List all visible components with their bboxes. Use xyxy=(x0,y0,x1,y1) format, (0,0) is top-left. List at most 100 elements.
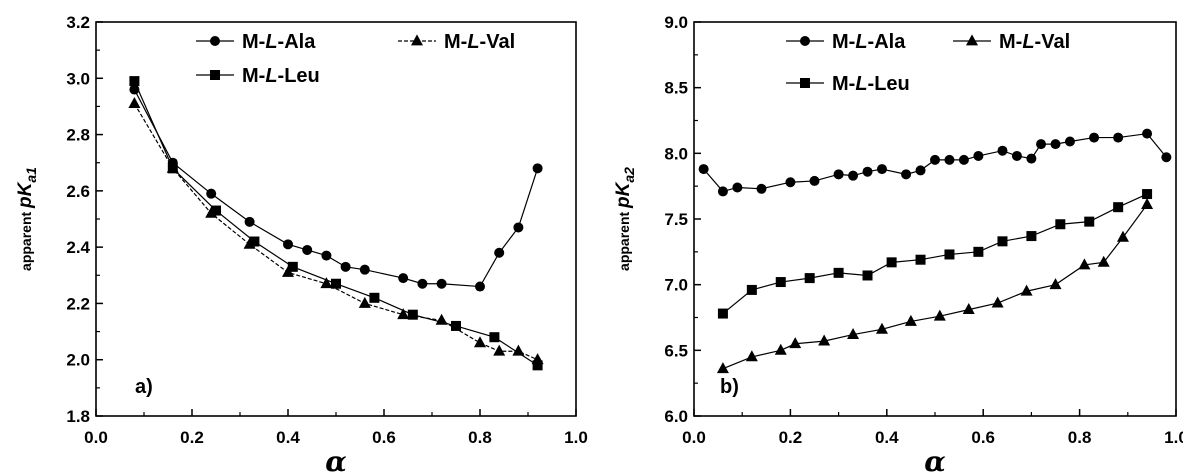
data-point xyxy=(944,249,955,260)
data-point xyxy=(494,247,505,258)
legend-marker xyxy=(800,78,810,88)
data-point xyxy=(716,362,729,374)
data-point xyxy=(167,163,178,174)
x-tick-label: 0.4 xyxy=(276,428,300,447)
data-point xyxy=(436,278,447,289)
x-tick-label: 0.8 xyxy=(1068,428,1092,447)
data-point xyxy=(717,186,728,197)
legend-entry: M-L-Val xyxy=(953,31,1070,53)
x-axis-label: α xyxy=(325,445,347,475)
data-point xyxy=(532,163,543,174)
data-point xyxy=(287,261,298,272)
legend-marker xyxy=(210,70,220,80)
chart-panel-b: 0.0 0.2 0.4 0.6 0.8 1.0 6.0 6.5 7.0 7.5 8.0 8.5 9.0 α… xyxy=(613,13,1183,475)
data-point xyxy=(847,327,860,339)
series-val xyxy=(128,97,544,365)
data-point xyxy=(944,154,955,165)
data-point xyxy=(698,164,709,175)
data-point xyxy=(397,308,410,320)
series-val xyxy=(716,197,1154,374)
data-point xyxy=(1084,216,1095,227)
y-tick-label: 1.8 xyxy=(66,407,90,426)
plot-frame xyxy=(95,21,577,417)
series-line xyxy=(722,204,1148,370)
legend-entry: M-L-Leu xyxy=(196,65,320,87)
data-point xyxy=(1026,231,1037,242)
legend-label: M-L-Val xyxy=(444,31,515,53)
data-point xyxy=(359,264,370,275)
data-point xyxy=(915,254,926,265)
y-tick-label: 2.8 xyxy=(66,126,90,145)
data-point xyxy=(997,236,1008,247)
data-point xyxy=(933,309,946,321)
data-point xyxy=(915,165,926,176)
data-point xyxy=(785,177,796,188)
data-point xyxy=(997,145,1008,156)
series-leu xyxy=(717,189,1153,319)
data-point xyxy=(1113,202,1124,213)
x-tick-label: 0.0 xyxy=(682,428,706,447)
data-point xyxy=(904,314,917,326)
series-ala xyxy=(129,84,543,292)
y-tick-label: 2.4 xyxy=(66,238,90,257)
data-point xyxy=(1050,139,1061,150)
y-tick-label: 3.2 xyxy=(66,13,90,32)
data-point xyxy=(901,169,912,180)
data-point xyxy=(244,216,255,227)
legend-marker xyxy=(800,36,810,46)
data-point xyxy=(451,320,461,331)
data-point xyxy=(789,337,802,349)
x-tick-label: 0.6 xyxy=(372,428,396,447)
data-point xyxy=(512,344,525,356)
y-tick-label: 8.5 xyxy=(664,79,688,98)
data-point xyxy=(249,236,260,247)
series-ala xyxy=(698,128,1172,197)
y-tick-label: 8.0 xyxy=(664,144,688,163)
data-point xyxy=(886,257,897,268)
y-axis-label: apparent pKa2 xyxy=(613,167,637,271)
legend-entry: M-L-Val xyxy=(398,31,515,53)
series-line xyxy=(133,89,539,288)
x-tick-label: 1.0 xyxy=(1164,428,1183,447)
data-point xyxy=(1026,153,1037,164)
data-point xyxy=(398,273,409,284)
data-point xyxy=(876,164,887,175)
data-point xyxy=(862,166,873,177)
data-point xyxy=(331,278,341,289)
data-point xyxy=(973,150,984,161)
legend-label: M-L-Val xyxy=(999,31,1070,53)
legend-label: M-L-Leu xyxy=(242,65,320,87)
data-point xyxy=(875,322,888,334)
data-point xyxy=(1097,255,1110,267)
y-tick-label: 6.0 xyxy=(664,407,688,426)
data-point xyxy=(1049,278,1062,290)
data-point xyxy=(746,284,757,295)
data-point xyxy=(489,332,500,343)
data-point xyxy=(532,360,543,371)
data-point xyxy=(1161,152,1172,163)
panel-label: a) xyxy=(135,376,153,398)
x-tick-label: 0.0 xyxy=(84,428,108,447)
legend-label: M-L-Leu xyxy=(832,73,910,95)
data-point xyxy=(1142,128,1153,139)
x-tick-label: 0.2 xyxy=(180,428,204,447)
legend-marker xyxy=(966,34,978,46)
data-point xyxy=(1055,219,1066,230)
data-point xyxy=(804,273,815,284)
data-point xyxy=(321,250,332,261)
data-point xyxy=(340,261,351,272)
legend-entry: M-L-Ala xyxy=(196,31,316,53)
data-point xyxy=(1113,132,1124,143)
legend-marker xyxy=(210,36,220,46)
legend: M-L-Ala M-L-Val M-L-Leu xyxy=(786,31,1070,95)
legend-entry: M-L-Leu xyxy=(786,73,910,95)
x-tick-label: 0.2 xyxy=(779,428,803,447)
data-point xyxy=(206,188,217,199)
panel-label: b) xyxy=(720,376,739,398)
y-tick-label: 7.5 xyxy=(664,210,688,229)
y-tick-label: 6.5 xyxy=(664,341,688,360)
data-point xyxy=(128,97,141,109)
data-point xyxy=(475,281,485,292)
data-point xyxy=(962,303,975,315)
data-point xyxy=(745,350,758,362)
